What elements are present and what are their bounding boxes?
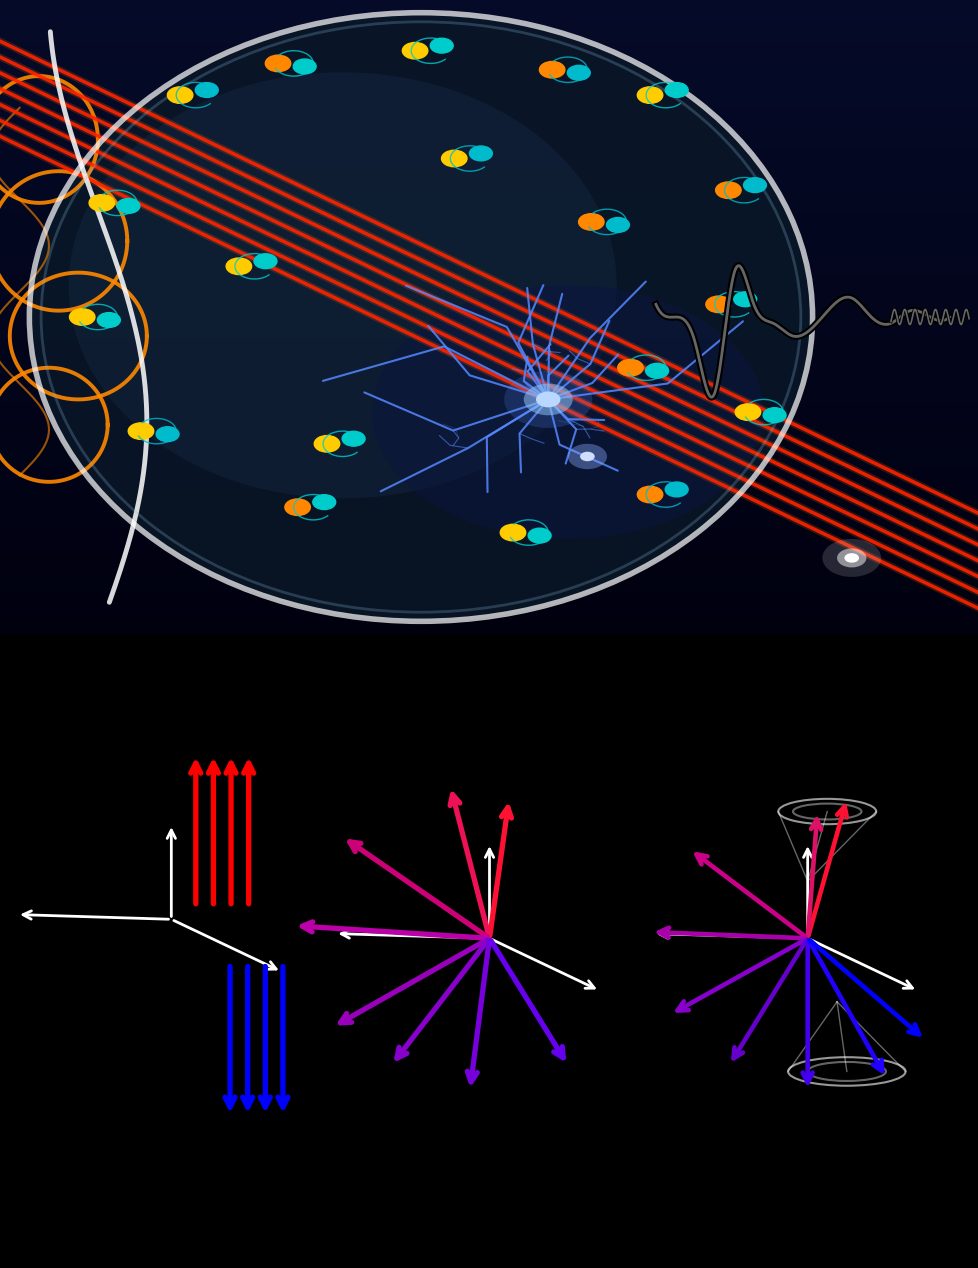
Bar [0,465,978,486]
Circle shape [665,82,688,98]
Ellipse shape [68,72,616,498]
Bar [0,592,978,612]
Bar [0,549,978,571]
Bar [0,339,978,359]
Circle shape [665,482,688,497]
Bar [0,105,978,127]
Circle shape [528,529,551,543]
Ellipse shape [504,372,592,429]
Circle shape [312,495,335,510]
Circle shape [578,214,603,231]
Circle shape [285,500,310,515]
Circle shape [128,424,154,440]
Bar [0,275,978,295]
Circle shape [468,146,492,161]
Ellipse shape [567,444,606,469]
Ellipse shape [843,553,859,563]
Circle shape [314,436,339,451]
Bar [0,359,978,380]
Circle shape [705,297,731,312]
Circle shape [637,86,662,103]
Bar [0,63,978,85]
Circle shape [734,404,760,421]
Circle shape [743,178,766,193]
Ellipse shape [822,539,880,577]
Ellipse shape [523,384,572,416]
Bar [0,486,978,507]
Circle shape [617,360,643,375]
Bar [0,212,978,232]
Circle shape [97,313,120,327]
Ellipse shape [579,451,594,462]
Bar [0,0,978,22]
Circle shape [195,82,218,98]
Circle shape [645,364,668,378]
Bar [0,42,978,63]
Circle shape [254,254,277,269]
Bar [0,402,978,422]
Circle shape [342,431,365,446]
Circle shape [226,259,251,275]
Ellipse shape [372,285,763,539]
Bar [0,380,978,402]
Circle shape [763,408,785,422]
Bar [0,612,978,634]
Circle shape [566,66,590,80]
Circle shape [637,487,662,502]
Bar [0,254,978,275]
Circle shape [156,427,179,441]
Circle shape [441,150,467,166]
Circle shape [539,62,564,79]
Bar [0,232,978,254]
Circle shape [89,195,114,212]
Bar [0,295,978,317]
Circle shape [265,56,290,72]
Circle shape [116,199,140,213]
Bar [0,85,978,105]
Circle shape [402,43,427,58]
Bar [0,169,978,190]
Bar [0,507,978,529]
Circle shape [733,292,756,307]
Ellipse shape [836,548,866,568]
Bar [0,148,978,169]
Circle shape [605,218,629,232]
Circle shape [167,86,193,103]
Circle shape [500,525,525,540]
Ellipse shape [536,392,559,407]
Circle shape [69,308,95,325]
Bar [0,317,978,339]
Circle shape [292,60,316,74]
Bar [0,529,978,549]
Ellipse shape [29,13,812,621]
Bar [0,190,978,212]
Bar [0,127,978,148]
Bar [0,422,978,444]
Circle shape [430,38,453,53]
Bar [0,571,978,592]
Circle shape [715,183,740,199]
Bar [0,444,978,465]
Bar [0,22,978,42]
